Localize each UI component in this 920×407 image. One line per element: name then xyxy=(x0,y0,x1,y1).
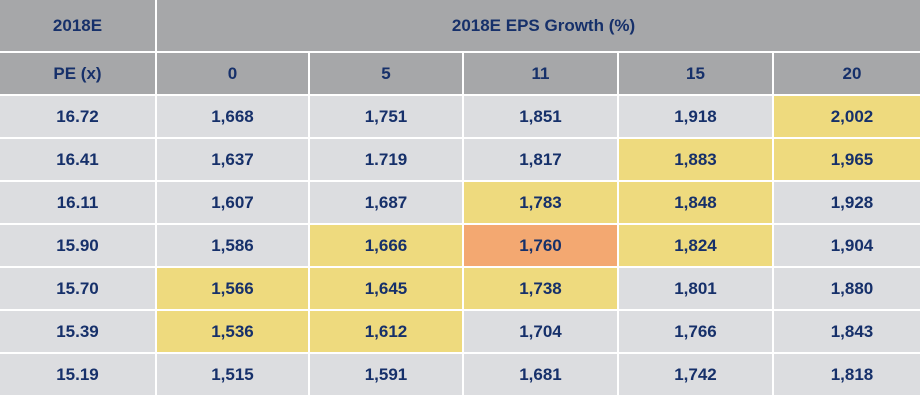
table-cell: 1,704 xyxy=(464,311,617,352)
table-cell: 1,637 xyxy=(157,139,308,180)
row-pe-label: 15.70 xyxy=(0,268,155,309)
table-cell: 1,818 xyxy=(774,354,920,395)
table-cell: 1,883 xyxy=(619,139,772,180)
row-pe-label: 15.19 xyxy=(0,354,155,395)
table-cell: 1,612 xyxy=(310,311,462,352)
column-header: 15 xyxy=(619,53,772,94)
sensitivity-table: 2018E 2018E EPS Growth (%) PE (x) 0 5 11… xyxy=(0,0,920,395)
row-pe-label: 16.41 xyxy=(0,139,155,180)
table-cell: 1,742 xyxy=(619,354,772,395)
table-cell: 1,817 xyxy=(464,139,617,180)
table-cell: 1.719 xyxy=(310,139,462,180)
table-cell: 1,848 xyxy=(619,182,772,223)
table-cell: 1,918 xyxy=(619,96,772,137)
column-header: 11 xyxy=(464,53,617,94)
table-cell: 1,681 xyxy=(464,354,617,395)
table-cell: 1,666 xyxy=(310,225,462,266)
table-cell: 1,586 xyxy=(157,225,308,266)
table-cell: 1,751 xyxy=(310,96,462,137)
table-cell: 1,965 xyxy=(774,139,920,180)
row-pe-label: 15.90 xyxy=(0,225,155,266)
corner-header: 2018E xyxy=(0,0,155,51)
table-cell: 1,904 xyxy=(774,225,920,266)
table-cell: 1,738 xyxy=(464,268,617,309)
table-cell: 1,801 xyxy=(619,268,772,309)
table-cell: 1,766 xyxy=(619,311,772,352)
column-header: 5 xyxy=(310,53,462,94)
table-cell: 1,880 xyxy=(774,268,920,309)
row-pe-label: 16.11 xyxy=(0,182,155,223)
table-cell: 1,687 xyxy=(310,182,462,223)
row-header-label: PE (x) xyxy=(0,53,155,94)
column-header: 0 xyxy=(157,53,308,94)
table-cell: 1,591 xyxy=(310,354,462,395)
table-cell: 1,668 xyxy=(157,96,308,137)
table-cell: 1,783 xyxy=(464,182,617,223)
table-cell: 2,002 xyxy=(774,96,920,137)
row-pe-label: 15.39 xyxy=(0,311,155,352)
table-cell: 1,928 xyxy=(774,182,920,223)
table-cell: 1,515 xyxy=(157,354,308,395)
column-header: 20 xyxy=(774,53,920,94)
table-cell: 1,607 xyxy=(157,182,308,223)
row-pe-label: 16.72 xyxy=(0,96,155,137)
table-cell: 1,645 xyxy=(310,268,462,309)
table-title: 2018E EPS Growth (%) xyxy=(157,0,920,51)
table-cell: 1,566 xyxy=(157,268,308,309)
table-cell: 1,760 xyxy=(464,225,617,266)
table-cell: 1,824 xyxy=(619,225,772,266)
table-cell: 1,851 xyxy=(464,96,617,137)
table-cell: 1,843 xyxy=(774,311,920,352)
table-cell: 1,536 xyxy=(157,311,308,352)
